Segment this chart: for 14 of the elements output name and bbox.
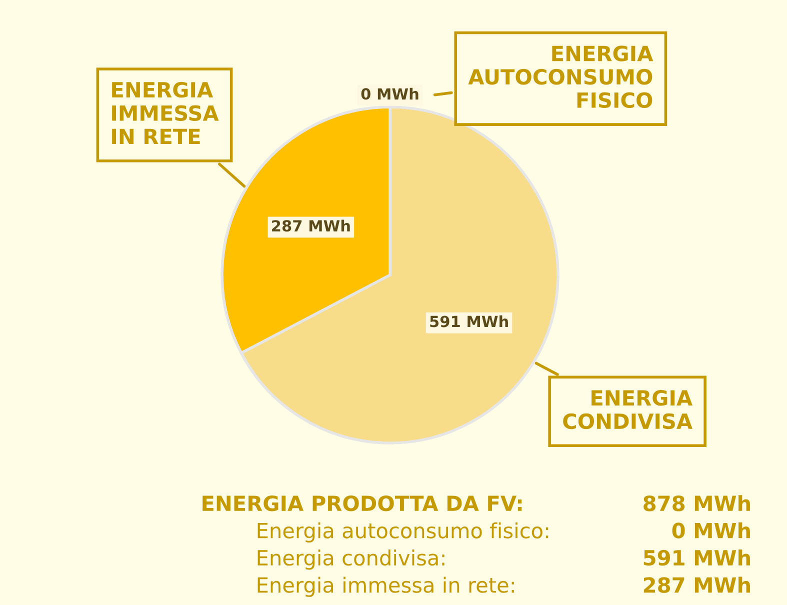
text: Energia immessa in rete: — [258, 576, 514, 597]
text: ENERGIA PRODOTTA DA FV: — [202, 495, 522, 512]
text: 287 MWh — [644, 576, 750, 593]
data-label: 591 MWh — [430, 315, 508, 328]
text: 878 MWh — [644, 495, 750, 512]
text: 0 MWh — [672, 522, 750, 538]
text: 0 MWh — [361, 88, 418, 100]
category-label: ENERGIA AUTOCONSUMO FISICO — [468, 46, 654, 108]
slice-label: ENERGIA CONDIVISA — [563, 390, 692, 430]
text: 591 MWh — [644, 550, 750, 566]
text: Energia condivisa: — [258, 550, 444, 570]
data-label: 287 MWh — [272, 220, 350, 232]
slice-label: ENERGIA IMMESSA IN RETE — [112, 82, 219, 144]
text: Energia autoconsumo fisico: — [258, 522, 548, 542]
